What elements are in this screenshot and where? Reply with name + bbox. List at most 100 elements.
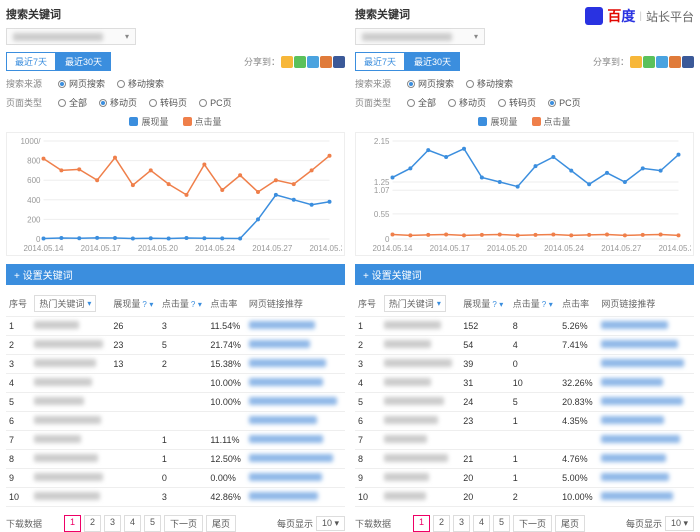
pagetype-opt-1[interactable]: 移动页 [448,96,486,109]
share-bar: 分享到： [593,55,694,68]
tab-30d[interactable]: 最近30天 [405,52,460,71]
add-keyword-button[interactable]: + 设置关键词 [6,264,345,285]
table-row: 25447.41% [355,336,694,355]
page-3[interactable]: 3 [104,515,121,532]
page-5[interactable]: 5 [144,515,161,532]
share-icon-4[interactable] [682,56,694,68]
source-opt-0[interactable]: 网页搜索 [407,77,454,90]
download-button[interactable]: 下载数据 [6,517,42,530]
svg-text:0: 0 [385,235,390,244]
table-row: 7 [355,431,694,450]
per-page-select[interactable]: 10 ▾ [316,516,345,531]
table-row: 115285.26% [355,317,694,336]
source-opt-0[interactable]: 网页搜索 [58,77,105,90]
table-row: 92015.00% [355,469,694,488]
source-row: 搜索来源网页搜索移动搜索 [355,77,694,90]
svg-text:600: 600 [27,176,41,185]
svg-text:800: 800 [27,157,41,166]
pager: 下载数据12345下一页尾页每页显示10 ▾ [6,515,345,532]
pager: 下载数据12345下一页尾页每页显示10 ▾ [355,515,694,532]
share-icon-3[interactable] [669,56,681,68]
pagetype-row: 页面类型全部移动页转码页PC页 [6,96,345,109]
th-4: 点击率 [559,291,598,317]
svg-text:2014.05.14: 2014.05.14 [372,244,413,253]
share-icon-1[interactable] [643,56,655,68]
table-row: 313215.38% [6,355,345,374]
th-2: 展现量? ▾ [110,291,158,317]
source-row: 搜索来源网页搜索移动搜索 [6,77,345,90]
th-0: 序号 [355,291,381,317]
source-opt-1[interactable]: 移动搜索 [117,77,164,90]
page-nav[interactable]: 下一页 [164,515,203,532]
page-5[interactable]: 5 [493,515,510,532]
page-4[interactable]: 4 [124,515,141,532]
svg-text:2014.05.27: 2014.05.27 [601,244,642,253]
add-keyword-button[interactable]: + 设置关键词 [355,264,694,285]
th-3: 点击量? ▾ [510,291,559,317]
table-row: 510.00% [6,393,345,412]
table-row: 524520.83% [355,393,694,412]
svg-text:2014.05.27: 2014.05.27 [252,244,293,253]
svg-text:2014.05.24: 2014.05.24 [195,244,236,253]
th-4: 点击率 [207,291,246,317]
share-icon-1[interactable] [294,56,306,68]
table-row: 10342.86% [6,488,345,507]
keyword-table: 序号热门关键词 ▾展现量? ▾点击量? ▾点击率网页链接推荐115285.26%… [355,291,694,507]
svg-text:1.07: 1.07 [374,186,390,195]
per-page-select[interactable]: 10 ▾ [665,516,694,531]
table-row: 3390 [355,355,694,374]
pagetype-opt-3[interactable]: PC页 [548,96,581,109]
svg-text:1.25: 1.25 [374,178,390,187]
section-title: 搜索关键词 [6,6,345,22]
page-1[interactable]: 1 [413,515,430,532]
chart: 00.551.071.252.152014.05.142014.05.17201… [355,132,694,256]
chart: 02004006008001000/2014.05.142014.05.1720… [6,132,345,256]
site-dropdown[interactable]: ▾ [6,28,136,45]
pagetype-opt-3[interactable]: PC页 [199,96,232,109]
page-1[interactable]: 1 [64,515,81,532]
share-bar: 分享到： [244,55,345,68]
svg-text:2014.05.24: 2014.05.24 [544,244,585,253]
share-icon-0[interactable] [281,56,293,68]
pagetype-opt-2[interactable]: 转码页 [149,96,187,109]
pagetype-opt-0[interactable]: 全部 [407,96,436,109]
th-1[interactable]: 热门关键词 ▾ [381,291,461,317]
table-row: 4311032.26% [355,374,694,393]
svg-text:2014.05.20: 2014.05.20 [487,244,528,253]
table-row: 410.00% [6,374,345,393]
page-nav[interactable]: 尾页 [555,515,585,532]
pagetype-opt-2[interactable]: 转码页 [498,96,536,109]
share-icon-3[interactable] [320,56,332,68]
th-5: 网页链接推荐 [246,291,345,317]
share-icon-2[interactable] [656,56,668,68]
page-3[interactable]: 3 [453,515,470,532]
pagetype-opt-1[interactable]: 移动页 [99,96,137,109]
table-row: 6 [6,412,345,431]
table-row: 1020210.00% [355,488,694,507]
page-nav[interactable]: 尾页 [206,515,236,532]
th-2: 展现量? ▾ [460,291,509,317]
table-row: 900.00% [6,469,345,488]
svg-text:2014.05.14: 2014.05.14 [23,244,64,253]
svg-text:200: 200 [27,215,41,224]
svg-text:1000/: 1000/ [20,137,41,146]
keyword-table: 序号热门关键词 ▾展现量? ▾点击量? ▾点击率网页链接推荐126311.54%… [6,291,345,507]
page-2[interactable]: 2 [84,515,101,532]
download-button[interactable]: 下载数据 [355,517,391,530]
share-icon-2[interactable] [307,56,319,68]
site-dropdown[interactable]: ▾ [355,28,485,45]
pagetype-row: 页面类型全部移动页转码页PC页 [355,96,694,109]
source-opt-1[interactable]: 移动搜索 [466,77,513,90]
page-nav[interactable]: 下一页 [513,515,552,532]
page-2[interactable]: 2 [433,515,450,532]
th-1[interactable]: 热门关键词 ▾ [31,291,110,317]
tab-30d[interactable]: 最近30天 [56,52,111,71]
svg-text:2014.05.17: 2014.05.17 [81,244,122,253]
table-row: 82114.76% [355,450,694,469]
pagetype-opt-0[interactable]: 全部 [58,96,87,109]
share-icon-0[interactable] [630,56,642,68]
tab-7d[interactable]: 最近7天 [355,52,405,71]
tab-7d[interactable]: 最近7天 [6,52,56,71]
share-icon-4[interactable] [333,56,345,68]
page-4[interactable]: 4 [473,515,490,532]
